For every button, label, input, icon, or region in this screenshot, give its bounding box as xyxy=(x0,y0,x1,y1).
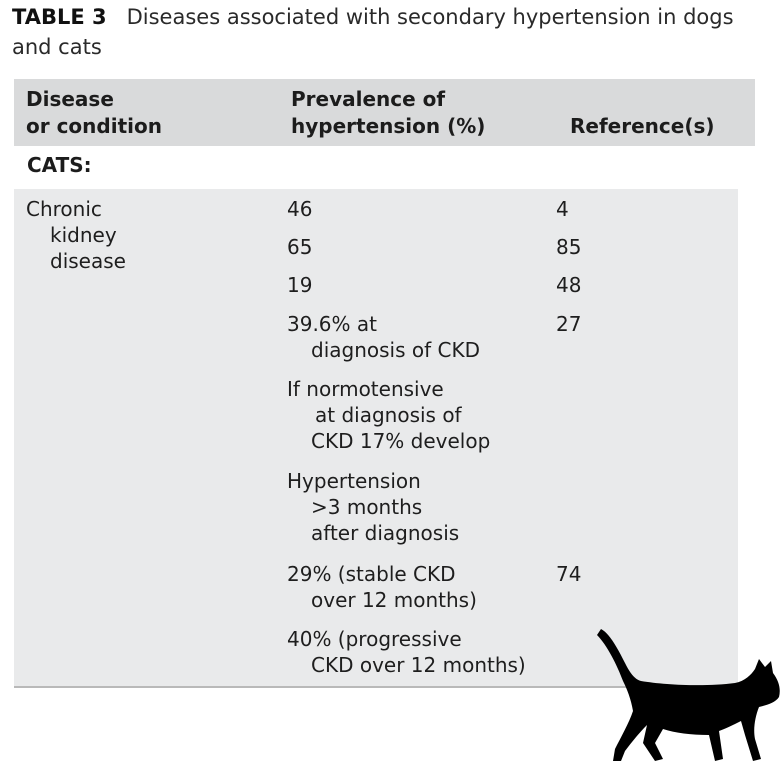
reference-cell: 85 xyxy=(556,235,582,259)
prevalence-line: 29% (stable CKD xyxy=(287,562,456,586)
table-body xyxy=(14,189,738,688)
prevalence-cell: 19 xyxy=(287,272,312,298)
prevalence-line: 39.6% at xyxy=(287,312,377,336)
prevalence-line: >3 months xyxy=(311,495,423,519)
prevalence-line: CKD 17% develop xyxy=(311,429,491,453)
disease-cell: Chronic kidney disease xyxy=(26,196,126,274)
prevalence-cell: 46 xyxy=(287,196,312,222)
prevalence-line: 65 xyxy=(287,235,313,259)
table-caption: TABLE 3 Diseases associated with secondar… xyxy=(12,2,772,62)
disease-line: disease xyxy=(50,249,126,273)
cat-silhouette-icon xyxy=(597,629,780,761)
prevalence-line: after diagnosis xyxy=(311,521,460,545)
header-references: Reference(s) xyxy=(570,114,715,138)
header-prevalence: Prevalence of hypertension (%) xyxy=(291,87,486,138)
prevalence-line: Hypertension xyxy=(287,469,421,493)
prevalence-line: 46 xyxy=(287,197,313,221)
table-title: Diseases associated with secondary hyper… xyxy=(12,5,734,59)
prevalence-line: at diagnosis of xyxy=(315,403,462,427)
reference-cell: 74 xyxy=(556,562,582,586)
reference-cell: 4 xyxy=(556,197,569,221)
prevalence-cell: 29% (stable CKD over 12 months) xyxy=(287,561,477,613)
prevalence-cell: Hypertension >3 months after diagnosis xyxy=(287,468,459,546)
disease-line: kidney xyxy=(50,223,117,247)
prevalence-line: 40% (progressive xyxy=(287,627,462,651)
prevalence-line: diagnosis of CKD xyxy=(311,338,480,362)
prevalence-cell: 65 xyxy=(287,234,312,260)
reference-cell: 27 xyxy=(556,312,582,336)
prevalence-cell: 40% (progressive CKD over 12 months) xyxy=(287,626,526,678)
prevalence-line: If normotensive xyxy=(287,377,444,401)
group-label-cats: CATS: xyxy=(27,153,92,177)
table-label: TABLE 3 xyxy=(12,5,107,29)
prevalence-line: over 12 months) xyxy=(311,588,477,612)
header-disease: Disease or condition xyxy=(26,87,162,138)
prevalence-cell: If normotensive at diagnosis of CKD 17% … xyxy=(287,376,490,454)
reference-cell: 48 xyxy=(556,273,582,297)
table-header xyxy=(14,79,755,146)
prevalence-cell: 39.6% at diagnosis of CKD xyxy=(287,311,480,363)
prevalence-line: 19 xyxy=(287,273,313,297)
prevalence-line: CKD over 12 months) xyxy=(311,653,526,677)
disease-line: Chronic xyxy=(26,197,102,221)
